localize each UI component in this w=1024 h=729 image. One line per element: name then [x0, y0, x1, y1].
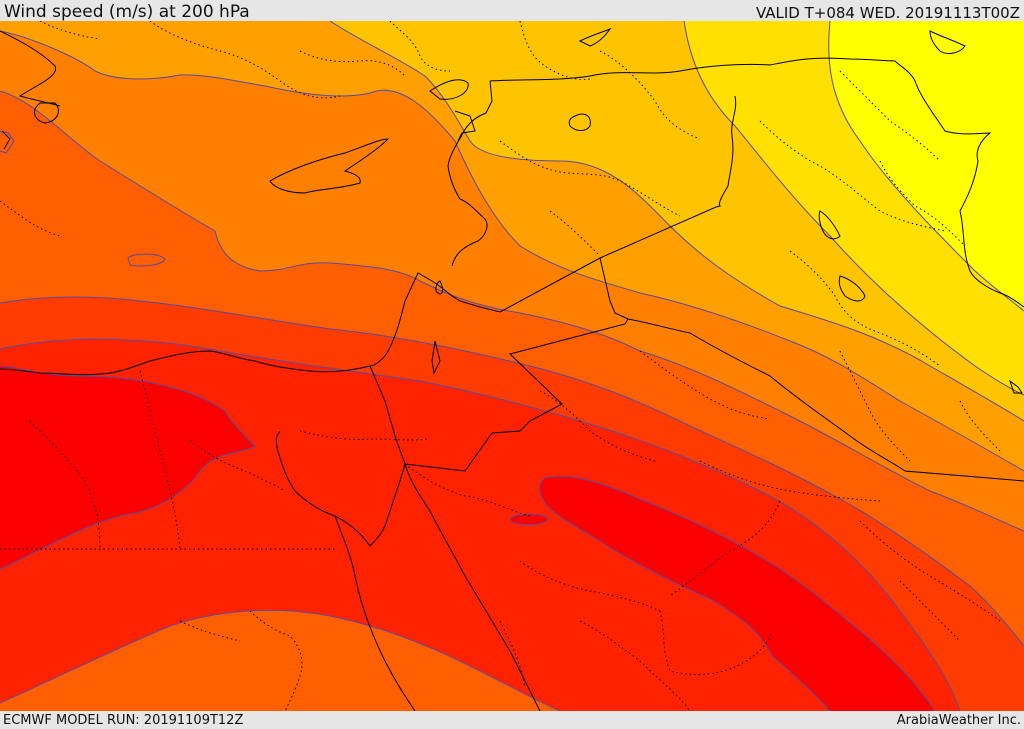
province-borders: [0, 21, 1001, 711]
footer-bar: ECMWF MODEL RUN: 20191109T12Z ArabiaWeat…: [0, 711, 1024, 729]
contour-lines: [0, 21, 1024, 711]
wind-band-9: [0, 366, 255, 569]
map-title: Wind speed (m/s) at 200 hPa: [4, 2, 250, 22]
country-borders: [0, 27, 1024, 711]
valid-time: VALID T+084 WED. 20191113T00Z: [755, 4, 1020, 22]
credit: ArabiaWeather Inc.: [896, 713, 1021, 728]
header-bar: Wind speed (m/s) at 200 hPa VALID T+084 …: [0, 0, 1024, 21]
wind-band-6b: [0, 610, 560, 711]
wind-speed-map[interactable]: [0, 21, 1024, 711]
wind-band-9c: [510, 514, 548, 525]
model-run: ECMWF MODEL RUN: 20191109T12Z: [3, 713, 244, 728]
map-canvas: [0, 21, 1024, 711]
wind-band-9b: [539, 476, 935, 711]
